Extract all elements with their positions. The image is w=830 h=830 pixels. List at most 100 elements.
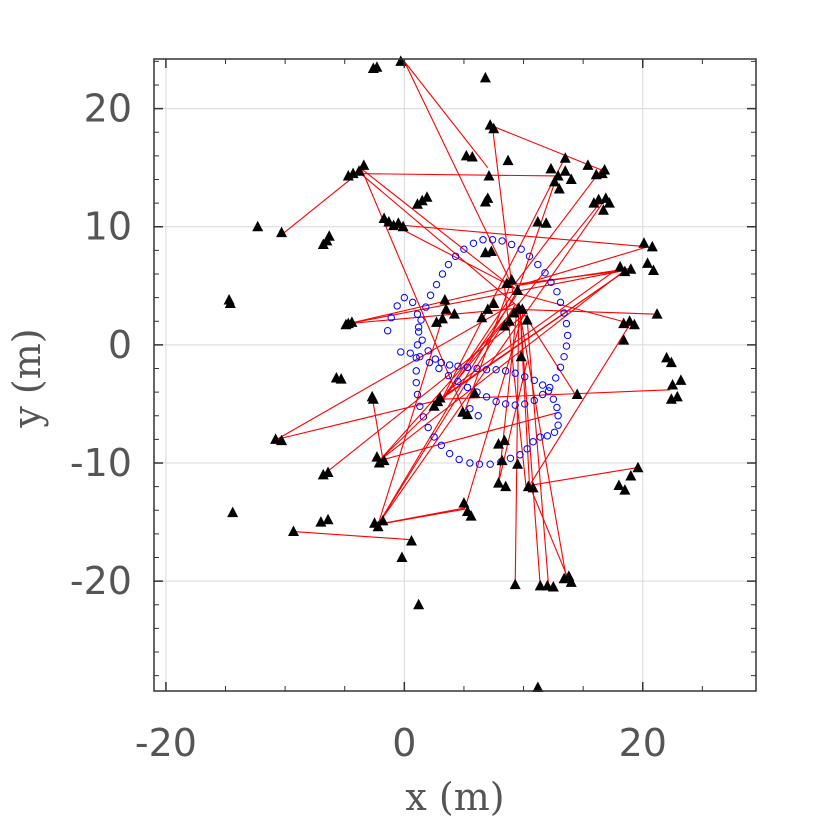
trajectory-point bbox=[414, 328, 423, 336]
trajectory-point bbox=[543, 432, 552, 440]
landmark-point bbox=[416, 194, 428, 206]
y-tick-label: 20 bbox=[84, 87, 132, 131]
grid-lines bbox=[154, 59, 756, 691]
trajectory-point bbox=[492, 365, 500, 374]
landmark-point bbox=[488, 122, 500, 134]
landmark-point bbox=[322, 466, 334, 477]
landmark-point bbox=[559, 165, 571, 176]
trajectory-point bbox=[422, 303, 430, 311]
x-tick-label: 20 bbox=[619, 721, 667, 765]
landmark-point bbox=[482, 303, 494, 314]
landmark-point bbox=[428, 400, 440, 411]
landmark-point bbox=[498, 434, 510, 446]
landmark-point bbox=[346, 316, 358, 327]
landmark-point bbox=[532, 216, 544, 227]
landmark-point bbox=[322, 513, 334, 525]
trajectory-point bbox=[482, 365, 491, 374]
association-line bbox=[357, 170, 521, 309]
x-tick-label: 0 bbox=[392, 721, 416, 765]
landmark-point bbox=[549, 175, 561, 187]
trajectory-point bbox=[479, 236, 487, 244]
landmark-point bbox=[613, 479, 625, 490]
landmark-point bbox=[614, 260, 626, 272]
trajectory-point bbox=[507, 240, 516, 249]
trajectory-point bbox=[544, 387, 553, 395]
trajectory-point bbox=[412, 367, 420, 375]
trajectory-point bbox=[418, 336, 426, 344]
x-axis-label: x (m) bbox=[405, 775, 504, 819]
landmark-point bbox=[372, 520, 384, 532]
trajectory-point bbox=[424, 347, 432, 355]
trajectory-point bbox=[383, 327, 392, 335]
landmark-point bbox=[276, 226, 288, 238]
trajectory-point bbox=[511, 401, 519, 409]
association-line bbox=[443, 294, 517, 400]
association-line bbox=[514, 169, 602, 284]
association-line bbox=[377, 304, 516, 525]
trajectory-point bbox=[438, 270, 447, 278]
landmark-point bbox=[571, 388, 583, 399]
landmark-point bbox=[466, 151, 478, 162]
landmark-point bbox=[540, 217, 552, 228]
trajectory-point bbox=[469, 239, 478, 247]
association-line bbox=[497, 303, 519, 484]
trajectory-point bbox=[541, 269, 549, 277]
trajectory-point bbox=[554, 421, 562, 429]
landmark-point bbox=[638, 237, 650, 248]
association-line bbox=[528, 485, 569, 578]
trajectory-point bbox=[454, 377, 462, 386]
landmark-point bbox=[335, 373, 347, 384]
trajectory-point bbox=[466, 459, 474, 467]
association-line bbox=[403, 61, 515, 290]
landmark-point bbox=[485, 245, 497, 257]
trajectory-point bbox=[416, 352, 424, 361]
y-tick-labels: -20 -10 0 10 20 bbox=[70, 87, 132, 604]
trajectory-series bbox=[383, 236, 572, 468]
trajectory-point bbox=[553, 403, 561, 412]
trajectory-point bbox=[530, 376, 538, 385]
landmark-point bbox=[665, 356, 677, 368]
trajectory-point bbox=[550, 428, 559, 436]
association-line bbox=[526, 318, 550, 586]
landmark-point bbox=[512, 284, 524, 296]
association-line bbox=[276, 398, 443, 440]
association-line bbox=[444, 287, 517, 396]
trajectory-point bbox=[437, 441, 445, 449]
trajectory-point bbox=[412, 378, 420, 387]
trajectory-point bbox=[560, 352, 568, 361]
landmark-point bbox=[547, 581, 559, 592]
trajectory-point bbox=[475, 460, 484, 468]
landmark-point bbox=[224, 297, 236, 309]
y-tick-label: -10 bbox=[70, 441, 132, 485]
landmark-point bbox=[553, 182, 565, 194]
trajectory-point bbox=[400, 293, 409, 302]
landmark-point bbox=[413, 598, 425, 610]
trajectory-point bbox=[554, 412, 562, 420]
association-line bbox=[443, 196, 606, 398]
landmark-point bbox=[323, 230, 335, 241]
trajectory-point bbox=[546, 383, 554, 392]
landmark-point bbox=[448, 308, 460, 319]
trajectory-point bbox=[454, 362, 462, 370]
trajectory-point bbox=[393, 302, 401, 310]
association-line bbox=[464, 311, 525, 509]
trajectory-point bbox=[397, 348, 405, 356]
trajectory-point bbox=[538, 381, 547, 389]
trajectory-point bbox=[501, 367, 510, 375]
trajectory-point bbox=[552, 374, 560, 382]
trajectory-point bbox=[560, 309, 568, 317]
landmark-point bbox=[252, 220, 264, 232]
plot-frame bbox=[153, 58, 757, 692]
trajectory-point bbox=[455, 455, 463, 464]
landmark-point bbox=[462, 408, 474, 420]
trajectory-point bbox=[432, 280, 441, 289]
trajectory-point bbox=[523, 445, 531, 453]
trajectory-point bbox=[506, 454, 515, 462]
landmark-point bbox=[534, 579, 546, 591]
trajectory-point bbox=[482, 393, 491, 401]
landmark-point bbox=[532, 681, 544, 692]
association-line bbox=[516, 292, 631, 325]
landmark-point bbox=[434, 392, 446, 403]
y-axis-label: y (m) bbox=[5, 328, 49, 428]
landmark-point bbox=[276, 434, 288, 446]
